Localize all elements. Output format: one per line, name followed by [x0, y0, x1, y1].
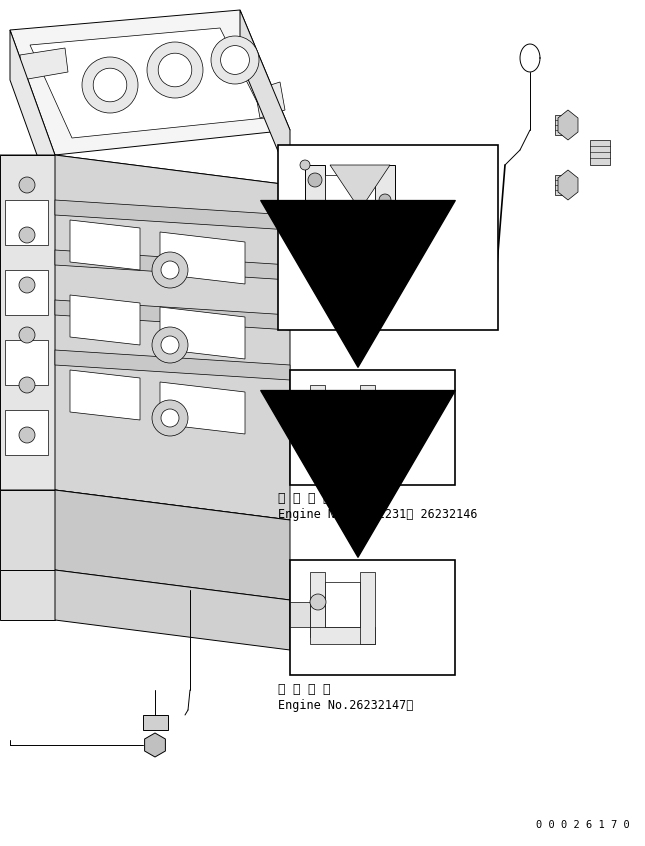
Circle shape	[93, 69, 127, 102]
Circle shape	[152, 327, 188, 363]
Text: 0 0 0 2 6 1 7 0: 0 0 0 2 6 1 7 0	[536, 820, 630, 830]
Text: Engine No.26232147～: Engine No.26232147～	[278, 699, 413, 712]
Polygon shape	[310, 440, 375, 457]
Circle shape	[161, 261, 179, 279]
Circle shape	[19, 377, 35, 393]
Circle shape	[19, 327, 35, 343]
Polygon shape	[555, 175, 570, 195]
Circle shape	[19, 177, 35, 193]
Polygon shape	[290, 602, 310, 627]
Circle shape	[344, 429, 356, 441]
Polygon shape	[325, 395, 360, 440]
Polygon shape	[375, 165, 395, 258]
Polygon shape	[143, 715, 168, 730]
Circle shape	[19, 277, 35, 293]
Polygon shape	[310, 627, 375, 644]
Polygon shape	[144, 733, 165, 757]
Polygon shape	[558, 110, 578, 140]
Polygon shape	[558, 170, 578, 200]
Polygon shape	[305, 165, 325, 240]
Polygon shape	[55, 350, 290, 380]
Polygon shape	[0, 490, 55, 570]
Circle shape	[147, 42, 203, 98]
Polygon shape	[55, 490, 290, 600]
Polygon shape	[555, 115, 570, 135]
Polygon shape	[0, 155, 55, 490]
Polygon shape	[55, 300, 290, 330]
Polygon shape	[325, 582, 360, 627]
Circle shape	[300, 160, 310, 170]
Bar	[290, 370, 455, 485]
Polygon shape	[55, 155, 290, 520]
Polygon shape	[0, 155, 290, 185]
Circle shape	[310, 594, 326, 610]
Polygon shape	[310, 572, 325, 637]
Circle shape	[221, 46, 250, 74]
Polygon shape	[20, 48, 68, 80]
Polygon shape	[55, 250, 290, 280]
Polygon shape	[10, 30, 55, 205]
Polygon shape	[160, 232, 245, 284]
Polygon shape	[55, 200, 290, 230]
Circle shape	[152, 252, 188, 288]
Polygon shape	[0, 490, 290, 520]
Polygon shape	[160, 382, 245, 434]
Polygon shape	[5, 340, 48, 385]
Bar	[290, 560, 455, 675]
Polygon shape	[70, 370, 140, 420]
Circle shape	[310, 407, 326, 423]
Text: 適 用 号 機: 適 用 号 機	[278, 683, 330, 696]
Polygon shape	[360, 385, 375, 457]
Circle shape	[308, 173, 322, 187]
Bar	[278, 145, 498, 330]
Polygon shape	[55, 570, 290, 650]
Circle shape	[19, 427, 35, 443]
Polygon shape	[5, 200, 48, 245]
Polygon shape	[325, 175, 375, 240]
Circle shape	[161, 336, 179, 354]
Circle shape	[82, 57, 138, 113]
Polygon shape	[5, 410, 48, 455]
Polygon shape	[360, 572, 375, 644]
Polygon shape	[70, 295, 140, 345]
Circle shape	[211, 36, 259, 84]
Polygon shape	[240, 10, 290, 180]
Polygon shape	[5, 270, 48, 315]
Polygon shape	[30, 28, 265, 138]
Polygon shape	[330, 165, 390, 210]
Polygon shape	[590, 140, 610, 165]
Polygon shape	[310, 385, 325, 450]
Polygon shape	[255, 82, 285, 118]
Polygon shape	[160, 307, 245, 359]
Text: Engine No.26202231～ 26232146: Engine No.26202231～ 26232146	[278, 508, 477, 521]
Circle shape	[19, 227, 35, 243]
Circle shape	[152, 400, 188, 436]
Circle shape	[158, 53, 192, 87]
Circle shape	[379, 194, 391, 206]
Polygon shape	[10, 10, 290, 155]
Text: 適 用 号 機: 適 用 号 機	[278, 492, 330, 505]
Polygon shape	[70, 220, 140, 270]
Polygon shape	[305, 240, 395, 258]
Polygon shape	[0, 570, 55, 620]
Circle shape	[161, 409, 179, 427]
